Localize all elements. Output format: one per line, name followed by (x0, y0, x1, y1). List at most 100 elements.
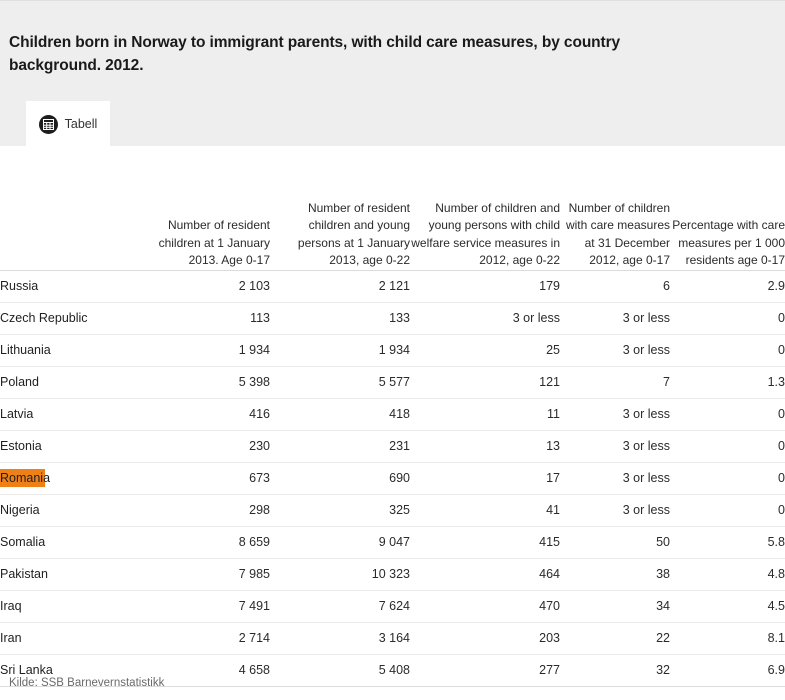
table-cell-with-measures-31dec-0-17: 3 or less (560, 398, 670, 431)
table-cell-percentage-per-1000: 0 (670, 430, 785, 463)
table-cell-country: Iran (0, 622, 140, 655)
table-cell-resident-children-0-17: 2 714 (140, 622, 270, 655)
table-cell-with-measures-2012-0-22: 203 (410, 622, 560, 655)
table-cell-resident-children-young-0-22: 2 121 (270, 270, 410, 303)
table-row: Romania 673 690 17 3 or less 0 (0, 462, 785, 495)
table-cell-percentage-per-1000: 4.5 (670, 590, 785, 623)
table-cell-country: Czech Republic (0, 302, 140, 335)
table-cell-resident-children-0-17: 298 (140, 494, 270, 527)
table-cell-resident-children-young-0-22: 325 (270, 494, 410, 527)
page-title: Children born in Norway to immigrant par… (9, 34, 621, 74)
table-cell-resident-children-0-17: 7 985 (140, 558, 270, 591)
table-cell-percentage-per-1000: 0 (670, 334, 785, 367)
table-cell-resident-children-0-17: 673 (140, 462, 270, 495)
table-cell-resident-children-young-0-22: 7 624 (270, 590, 410, 623)
country-label: Romania (0, 470, 51, 485)
country-name: Estonia (0, 431, 42, 462)
table-cell-country: Nigeria (0, 494, 140, 527)
table-cell-with-measures-31dec-0-17: 6 (560, 270, 670, 303)
table-cell-percentage-per-1000: 6.9 (670, 654, 785, 687)
table-cell-resident-children-young-0-22: 231 (270, 430, 410, 463)
table-cell-country: Estonia (0, 430, 140, 463)
table-cell-with-measures-31dec-0-17: 50 (560, 526, 670, 559)
table-cell-country: Latvia (0, 398, 140, 431)
column-header-resident-children-0-17: Number of resident children at 1 January… (140, 146, 270, 271)
table-cell-percentage-per-1000: 4.8 (670, 558, 785, 591)
country-name: Latvia (0, 399, 33, 430)
table-cell-resident-children-young-0-22: 690 (270, 462, 410, 495)
country-label: Lithuania (0, 342, 51, 357)
table-cell-percentage-per-1000: 8.1 (670, 622, 785, 655)
table-cell-resident-children-young-0-22: 5 408 (270, 654, 410, 687)
table-cell-with-measures-31dec-0-17: 3 or less (560, 462, 670, 495)
table-cell-with-measures-2012-0-22: 277 (410, 654, 560, 687)
table-cell-with-measures-31dec-0-17: 22 (560, 622, 670, 655)
table-cell-with-measures-2012-0-22: 121 (410, 366, 560, 399)
column-header-country (0, 146, 140, 271)
country-label: Poland (0, 374, 39, 389)
table-cell-with-measures-31dec-0-17: 34 (560, 590, 670, 623)
country-label: Iran (0, 630, 22, 645)
table-cell-with-measures-2012-0-22: 415 (410, 526, 560, 559)
tab-tabell[interactable]: Tabell (26, 101, 110, 147)
country-name: Czech Republic (0, 303, 88, 334)
table-cell-with-measures-2012-0-22: 41 (410, 494, 560, 527)
country-name: Poland (0, 367, 39, 398)
table-row: Nigeria 298 325 41 3 or less 0 (0, 494, 785, 527)
table-cell-resident-children-0-17: 8 659 (140, 526, 270, 559)
table-cell-country: Poland (0, 366, 140, 399)
table-cell-country: Iraq (0, 590, 140, 623)
table-cell-country: Russia (0, 270, 140, 303)
table-cell-percentage-per-1000: 1.3 (670, 366, 785, 399)
country-label: Russia (0, 278, 39, 293)
country-label: Nigeria (0, 502, 40, 517)
table-cell-percentage-per-1000: 0 (670, 398, 785, 431)
column-header-with-measures-31dec-0-17: Number of children with care measures at… (560, 146, 670, 271)
table-cell-percentage-per-1000: 0 (670, 302, 785, 335)
table-row: Lithuania 1 934 1 934 25 3 or less 0 (0, 334, 785, 367)
column-header-with-measures-2012-0-22: Number of children and young persons wit… (410, 146, 560, 271)
table-cell-resident-children-young-0-22: 418 (270, 398, 410, 431)
country-name: Russia (0, 271, 38, 302)
table-cell-with-measures-31dec-0-17: 7 (560, 366, 670, 399)
table-cell-country: Romania (0, 462, 140, 495)
country-label: Estonia (0, 438, 42, 453)
table-cell-resident-children-0-17: 2 103 (140, 270, 270, 303)
table-grid-icon (38, 114, 58, 134)
country-label: Pakistan (0, 566, 48, 581)
table-cell-with-measures-2012-0-22: 17 (410, 462, 560, 495)
table-row: Russia 2 103 2 121 179 6 2.9 (0, 270, 785, 303)
table-cell-country: Sri Lanka (0, 654, 140, 687)
table-cell-with-measures-31dec-0-17: 32 (560, 654, 670, 687)
table-cell-with-measures-2012-0-22: 179 (410, 270, 560, 303)
table-cell-country: Somalia (0, 526, 140, 559)
table-row: Czech Republic 113 133 3 or less 3 or less 0 (0, 302, 785, 335)
table-cell-with-measures-2012-0-22: 25 (410, 334, 560, 367)
country-label: Sri Lanka (0, 662, 53, 677)
table-cell-percentage-per-1000: 0 (670, 494, 785, 527)
table-cell-resident-children-0-17: 113 (140, 302, 270, 335)
country-statistics-table: Number of resident children at 1 January… (0, 146, 785, 687)
country-label: Czech Republic (0, 310, 88, 325)
table-cell-resident-children-young-0-22: 10 323 (270, 558, 410, 591)
country-name: Sri Lanka (0, 655, 53, 686)
table-cell-with-measures-31dec-0-17: 3 or less (560, 302, 670, 335)
source-note: Kilde: SSB Barnevernstatistikk (9, 677, 165, 689)
table-cell-resident-children-young-0-22: 9 047 (270, 526, 410, 559)
table-cell-with-measures-31dec-0-17: 3 or less (560, 494, 670, 527)
table-cell-with-measures-2012-0-22: 13 (410, 430, 560, 463)
table-cell-country: Lithuania (0, 334, 140, 367)
country-name: Pakistan (0, 559, 48, 590)
table-row: Estonia 230 231 13 3 or less 0 (0, 430, 785, 463)
table-cell-with-measures-2012-0-22: 3 or less (410, 302, 560, 335)
header-band: Children born in Norway to immigrant par… (0, 0, 785, 147)
country-name: Iraq (0, 591, 22, 622)
table-row: Iraq 7 491 7 624 470 34 4.5 (0, 590, 785, 623)
table-cell-resident-children-0-17: 416 (140, 398, 270, 431)
table-cell-resident-children-0-17: 7 491 (140, 590, 270, 623)
country-name: Somalia (0, 527, 45, 558)
table-cell-with-measures-31dec-0-17: 3 or less (560, 334, 670, 367)
table-cell-with-measures-31dec-0-17: 38 (560, 558, 670, 591)
table-cell-resident-children-young-0-22: 133 (270, 302, 410, 335)
country-label: Somalia (0, 534, 46, 549)
